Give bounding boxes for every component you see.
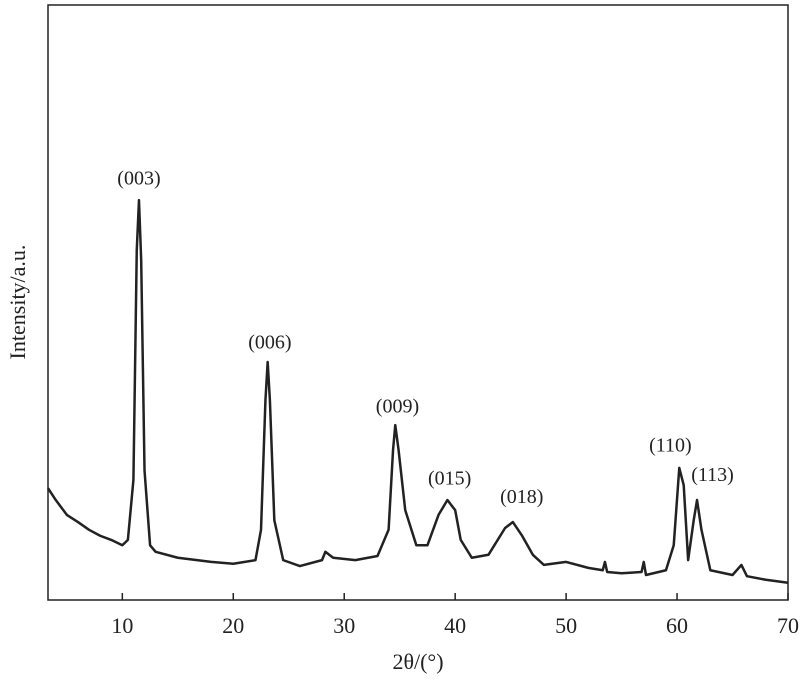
peak-label: (009) <box>376 395 419 417</box>
peak-label: (015) <box>428 467 471 489</box>
data-line <box>46 198 789 584</box>
x-tick-label: 10 <box>111 613 133 638</box>
x-tick-label: 70 <box>777 613 799 638</box>
peak-label: (003) <box>117 168 160 190</box>
y-axis-label: Intensity/a.u. <box>5 245 30 360</box>
peak-label: (006) <box>248 332 291 354</box>
peak-label: (018) <box>500 486 543 508</box>
x-axis-label: 2θ/(°) <box>392 649 443 674</box>
x-tick-label: 60 <box>666 613 688 638</box>
peak-label: (113) <box>691 464 734 486</box>
peak-label: (110) <box>649 435 692 457</box>
x-tick-label: 40 <box>444 613 466 638</box>
x-tick-label: 50 <box>555 613 577 638</box>
x-tick-label: 20 <box>222 613 244 638</box>
plot-frame <box>47 4 789 601</box>
x-tick-label: 30 <box>333 613 355 638</box>
